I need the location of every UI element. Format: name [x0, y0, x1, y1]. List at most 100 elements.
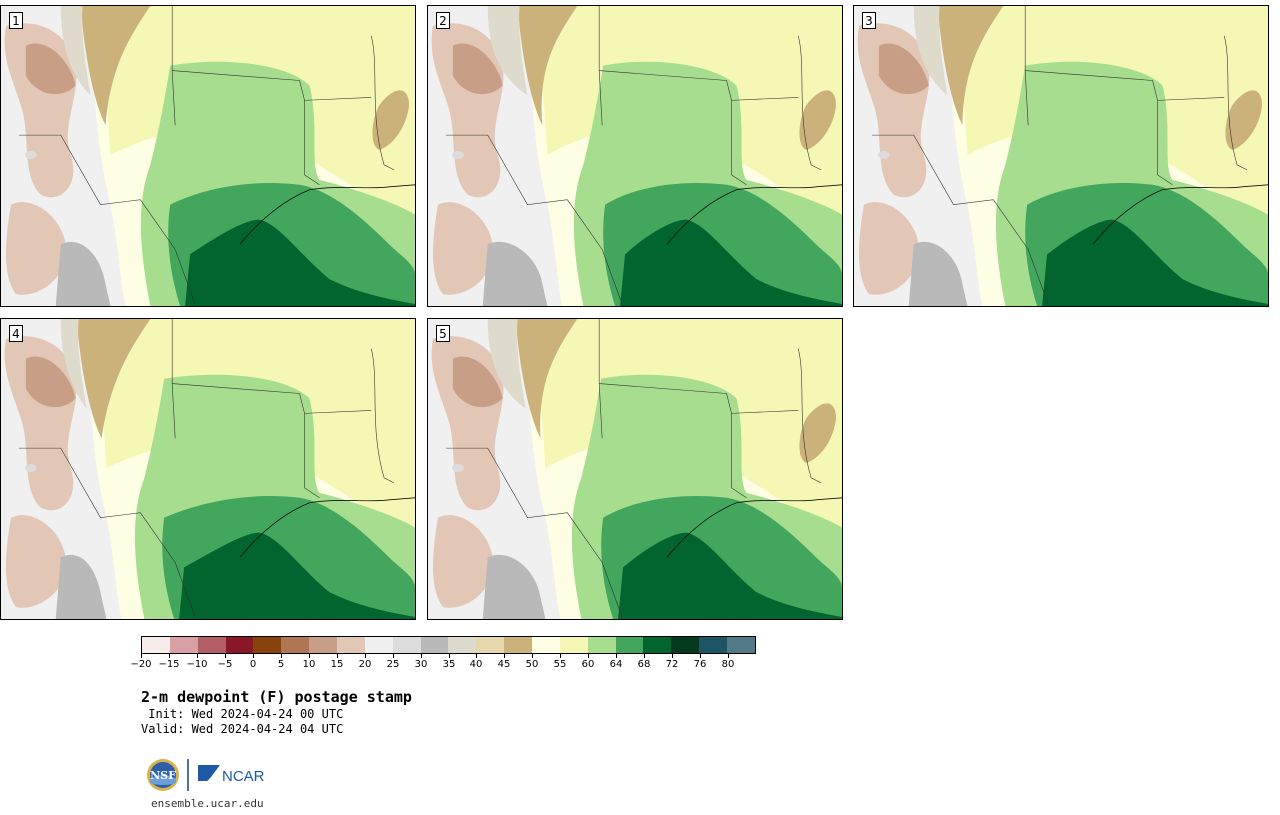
- dry-air-region: [60, 6, 91, 96]
- dewpoint-map: [1, 319, 415, 619]
- colorbar-swatch: [225, 637, 254, 653]
- dewpoint-map: [428, 319, 842, 619]
- colorbar-tick: [141, 654, 142, 658]
- ensemble-member-panel-4: 4: [0, 318, 416, 620]
- figure-title: 2-m dewpoint (F) postage stamp: [141, 688, 412, 706]
- colorbar-tick: [225, 654, 226, 658]
- member-label: 3: [862, 12, 876, 29]
- state-border: [598, 319, 799, 414]
- colorbar-swatch: [532, 637, 560, 653]
- dry-air-region: [372, 90, 410, 151]
- dry-air-region: [937, 6, 1004, 126]
- colorbar-tick: [253, 654, 254, 658]
- colorbar-swatch: [504, 637, 533, 653]
- dry-air-region: [799, 90, 837, 151]
- state-border: [797, 348, 822, 484]
- colorbar-tick-label: 68: [637, 659, 651, 670]
- nsf-logo-text: NSF: [150, 769, 176, 782]
- member-label: 4: [9, 325, 23, 342]
- colorbar-tick: [449, 654, 450, 658]
- dewpoint-colorbar: [141, 636, 756, 654]
- dry-air-region: [451, 151, 464, 159]
- state-border: [598, 383, 747, 499]
- colorbar-tick-label: 50: [525, 659, 539, 670]
- colorbar-tick-label: 64: [609, 659, 623, 670]
- colorbar-swatch: [727, 637, 755, 653]
- dry-air-region: [877, 151, 890, 159]
- dry-air-region: [515, 319, 578, 439]
- colorbar-tick: [337, 654, 338, 658]
- member-label: 2: [436, 12, 450, 29]
- colorbar-tick-label: 25: [386, 659, 400, 670]
- colorbar-swatch: [671, 637, 700, 653]
- sponsor-logos: NSF NCAR: [147, 759, 265, 791]
- colorbar-tick: [504, 654, 505, 658]
- dry-air-region: [858, 202, 920, 295]
- state-border: [1024, 6, 1225, 101]
- ncar-logo-text: NCAR: [222, 768, 265, 785]
- ensemble-member-panel-1: 1: [0, 5, 416, 307]
- state-border: [171, 319, 372, 414]
- dry-air-region: [482, 554, 546, 619]
- country-border: [445, 447, 623, 618]
- ensemble-member-panel-3: 3: [853, 5, 1269, 307]
- colorbar-swatch: [281, 637, 310, 653]
- colorbar-tick-label: 35: [442, 659, 456, 670]
- coastline: [666, 497, 842, 558]
- colorbar-tick-label: 60: [581, 659, 595, 670]
- colorbar-tick: [281, 654, 282, 658]
- coastline: [239, 184, 415, 245]
- member-label: 1: [9, 12, 23, 29]
- ncar-logo-icon: NCAR: [198, 765, 265, 785]
- colorbar-tick-label: 80: [721, 659, 735, 670]
- colorbar-tick: [421, 654, 422, 658]
- colorbar-tick-label: 76: [693, 659, 707, 670]
- colorbar-tick: [644, 654, 645, 658]
- colorbar-swatch: [392, 637, 421, 653]
- coastline: [239, 497, 415, 558]
- colorbar-tick: [476, 654, 477, 658]
- state-border: [598, 70, 747, 186]
- colorbar-tick: [588, 654, 589, 658]
- colorbar-tick: [393, 654, 394, 658]
- dry-air-region: [60, 319, 87, 409]
- moisture-field: [620, 219, 842, 306]
- country-border: [871, 134, 1049, 305]
- state-border: [171, 6, 372, 101]
- state-border: [598, 6, 799, 101]
- website-link[interactable]: ensemble.ucar.edu: [151, 797, 264, 810]
- dry-air-region: [25, 43, 76, 95]
- colorbar-swatch: [309, 637, 338, 653]
- moisture-field: [179, 532, 415, 619]
- colorbar-tick-label: −10: [186, 659, 208, 670]
- colorbar-swatch: [420, 637, 449, 653]
- colorbar-tick-label: 0: [249, 659, 257, 670]
- dry-air-region: [482, 241, 548, 306]
- colorbar-tick-label: 72: [665, 659, 679, 670]
- dry-air-region: [24, 151, 37, 159]
- state-border: [171, 383, 320, 499]
- colorbar-swatch: [197, 637, 226, 653]
- colorbar-tick: [197, 654, 198, 658]
- colorbar-swatch: [169, 637, 198, 653]
- colorbar-swatch: [476, 637, 505, 653]
- colorbar-swatch: [559, 637, 588, 653]
- moisture-field: [1042, 219, 1268, 306]
- colorbar-swatch: [142, 637, 170, 653]
- colorbar-tick-label: 5: [277, 659, 285, 670]
- member-label: 5: [436, 325, 450, 342]
- colorbar-tick: [616, 654, 617, 658]
- dewpoint-map: [854, 6, 1268, 306]
- state-border: [370, 348, 395, 484]
- colorbar-tick: [700, 654, 701, 658]
- colorbar-swatch: [364, 637, 393, 653]
- state-border: [1223, 35, 1248, 171]
- colorbar-tick-label: −20: [130, 659, 152, 670]
- dry-air-region: [799, 403, 837, 464]
- state-border: [1024, 70, 1173, 186]
- colorbar-tick: [532, 654, 533, 658]
- state-border: [171, 70, 320, 186]
- colorbar-tick: [728, 654, 729, 658]
- colorbar-tick: [672, 654, 673, 658]
- colorbar-swatch: [253, 637, 282, 653]
